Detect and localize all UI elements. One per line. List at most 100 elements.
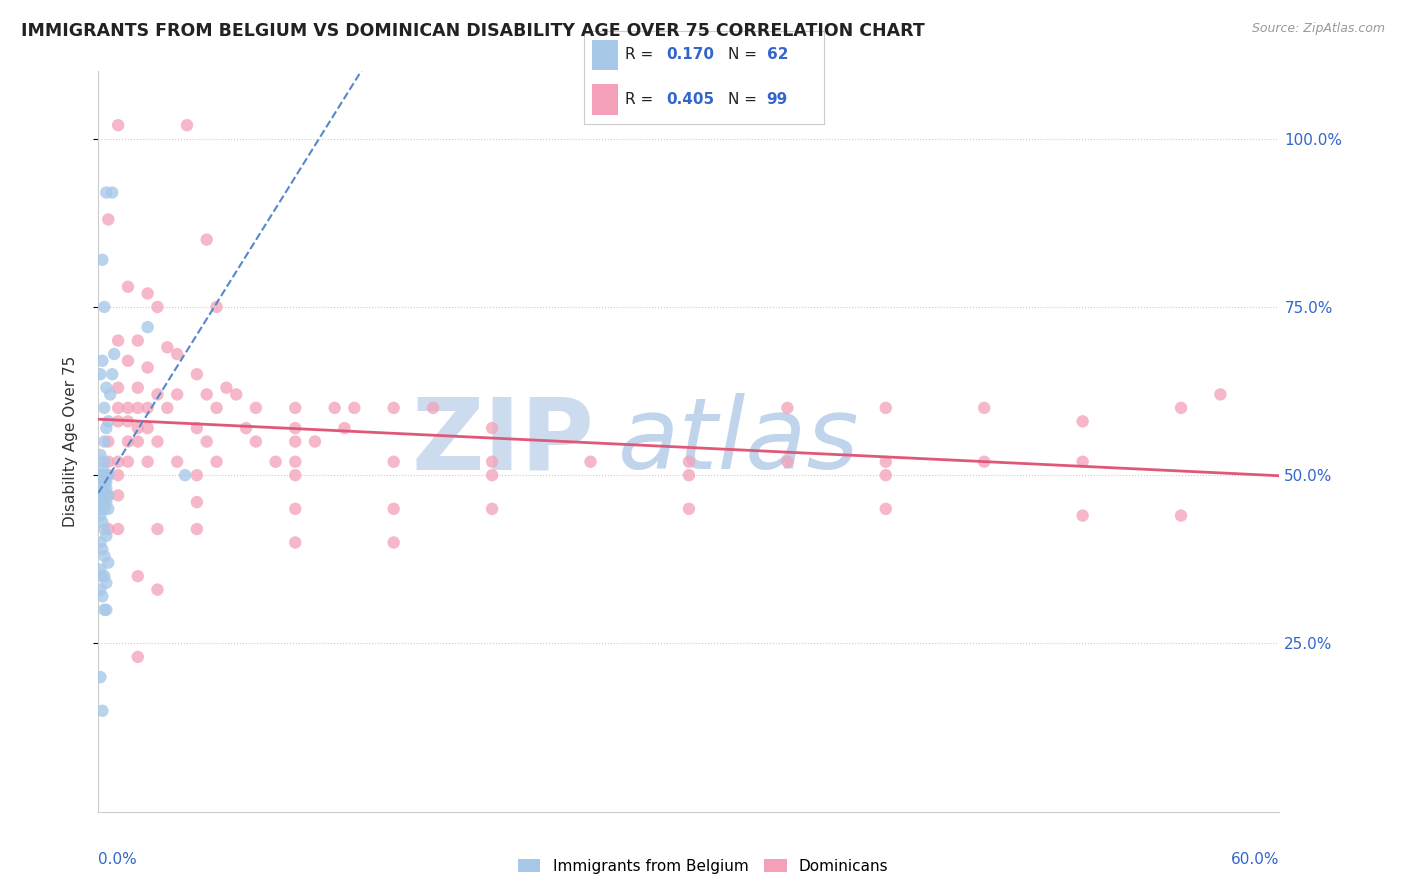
Point	[97, 455, 120, 469]
Point	[107, 455, 129, 469]
Point	[96, 482, 118, 496]
Point	[1071, 414, 1094, 428]
Point	[146, 582, 169, 597]
Text: N =: N =	[728, 47, 762, 62]
Point	[93, 401, 115, 415]
Point	[89, 508, 111, 523]
Point	[127, 649, 149, 664]
Point	[264, 455, 287, 469]
Point	[146, 300, 169, 314]
Y-axis label: Disability Age Over 75: Disability Age Over 75	[63, 356, 77, 527]
Point	[136, 360, 159, 375]
Point	[91, 488, 114, 502]
Point	[382, 455, 405, 469]
Point	[93, 549, 115, 563]
Text: 0.0%: 0.0%	[98, 853, 138, 867]
Point	[146, 387, 169, 401]
Point	[875, 455, 897, 469]
Point	[93, 569, 115, 583]
Point	[422, 401, 444, 415]
Point	[875, 401, 897, 415]
Point	[284, 535, 307, 549]
Point	[93, 482, 115, 496]
Point	[382, 501, 405, 516]
Point	[245, 434, 267, 449]
Point	[136, 455, 159, 469]
Point	[186, 495, 208, 509]
Point	[973, 401, 995, 415]
Point	[91, 468, 114, 483]
Point	[284, 468, 307, 483]
Text: 99: 99	[766, 92, 787, 107]
Point	[678, 468, 700, 483]
Point	[117, 434, 139, 449]
Point	[107, 118, 129, 132]
Point	[174, 468, 197, 483]
Point	[93, 501, 115, 516]
FancyBboxPatch shape	[592, 40, 617, 70]
Point	[117, 353, 139, 368]
Point	[93, 522, 115, 536]
Point	[91, 475, 114, 489]
Point	[776, 455, 799, 469]
Point	[96, 575, 118, 590]
Point	[146, 522, 169, 536]
Point	[91, 542, 114, 557]
Point	[96, 529, 118, 543]
Point	[98, 387, 121, 401]
Point	[93, 455, 115, 469]
Point	[186, 421, 208, 435]
Text: 0.170: 0.170	[666, 47, 714, 62]
Point	[107, 401, 129, 415]
Point	[481, 468, 503, 483]
Point	[91, 704, 114, 718]
Point	[91, 353, 114, 368]
Point	[195, 387, 218, 401]
Point	[97, 434, 120, 449]
Text: ZIP: ZIP	[412, 393, 595, 490]
Point	[205, 401, 228, 415]
Point	[875, 501, 897, 516]
Point	[91, 590, 114, 604]
Point	[1170, 508, 1192, 523]
Point	[186, 368, 208, 382]
Point	[225, 387, 247, 401]
Point	[91, 495, 114, 509]
Point	[107, 468, 129, 483]
Point	[96, 468, 118, 483]
Point	[97, 522, 120, 536]
Point	[245, 401, 267, 415]
Point	[97, 488, 120, 502]
Point	[284, 434, 307, 449]
Point	[93, 468, 115, 483]
Point	[93, 488, 115, 502]
Point	[1209, 387, 1232, 401]
Point	[93, 300, 115, 314]
Point	[97, 468, 120, 483]
Point	[333, 421, 356, 435]
Legend: Immigrants from Belgium, Dominicans: Immigrants from Belgium, Dominicans	[512, 853, 894, 880]
Point	[101, 186, 124, 200]
Point	[186, 468, 208, 483]
Point	[343, 401, 366, 415]
Point	[117, 401, 139, 415]
FancyBboxPatch shape	[592, 85, 617, 115]
Text: atlas: atlas	[619, 393, 859, 490]
Point	[96, 475, 118, 489]
Point	[89, 670, 111, 684]
Point	[382, 535, 405, 549]
Point	[127, 381, 149, 395]
Point	[481, 501, 503, 516]
Point	[136, 286, 159, 301]
Point	[107, 381, 129, 395]
Point	[96, 381, 118, 395]
Point	[136, 401, 159, 415]
Text: 60.0%: 60.0%	[1232, 853, 1279, 867]
Point	[93, 434, 115, 449]
Point	[107, 334, 129, 348]
Point	[136, 421, 159, 435]
Point	[284, 501, 307, 516]
Point	[89, 501, 111, 516]
Point	[195, 434, 218, 449]
Point	[215, 381, 238, 395]
